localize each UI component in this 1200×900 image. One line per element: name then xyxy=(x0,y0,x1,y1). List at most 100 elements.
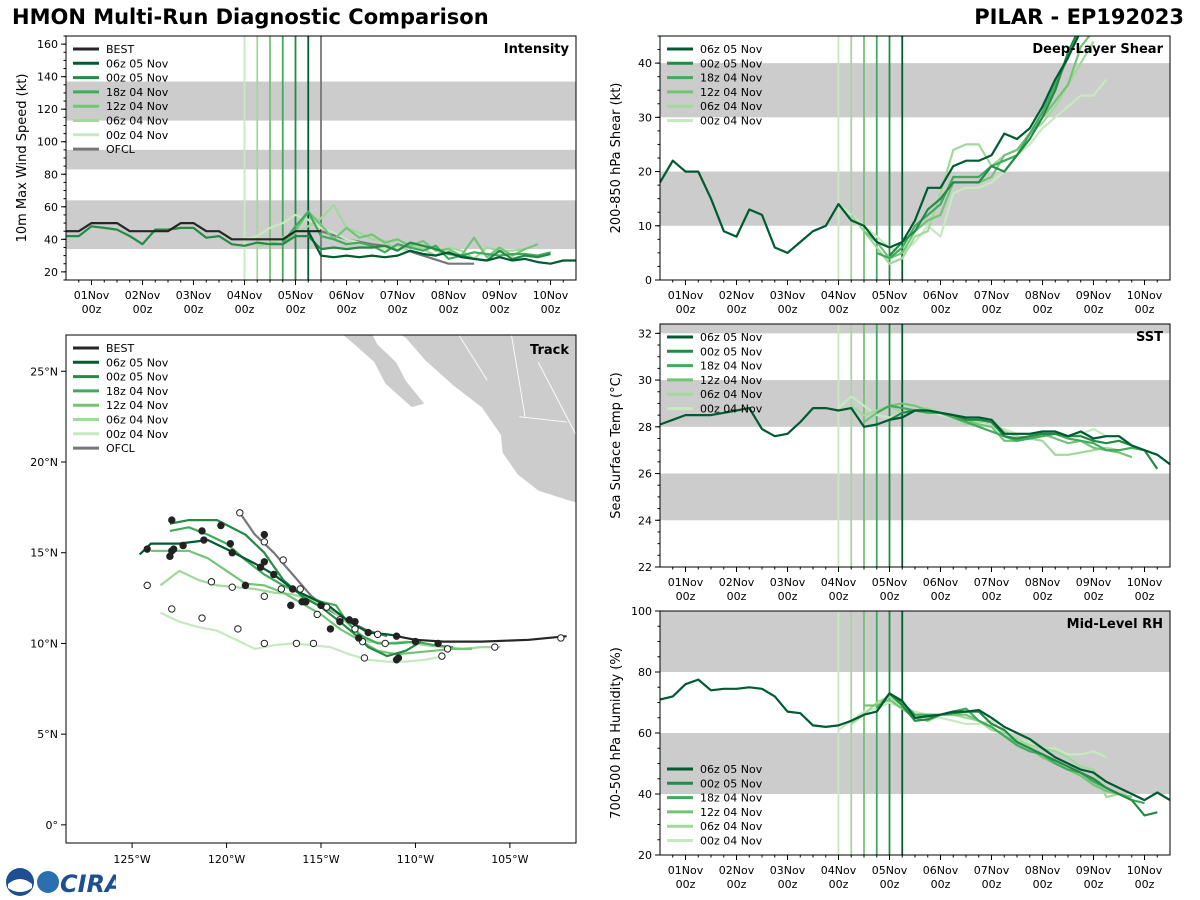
rh-xtick-label: 06Nov xyxy=(923,864,959,877)
track-point xyxy=(326,625,335,633)
shear-xtick-sub: 00z xyxy=(880,303,900,316)
sst-series-06z-05-nov xyxy=(660,407,1170,466)
track-point xyxy=(313,610,321,619)
shear-panel-title: Deep-Layer Shear xyxy=(1032,42,1163,57)
shear-xtick-sub: 00z xyxy=(676,303,696,316)
rh-xtick-sub: 00z xyxy=(1084,878,1104,891)
track-point xyxy=(260,530,269,539)
sst-legend-label: 00z 04 Nov xyxy=(700,403,763,416)
intensity-ytick-label: 20 xyxy=(44,266,58,279)
track-panel-title: Track xyxy=(530,343,569,358)
state-border xyxy=(458,335,488,381)
cira-logo: CIRA xyxy=(6,868,116,898)
track-point xyxy=(351,617,359,626)
rh-legend-label: 06z 05 Nov xyxy=(700,763,763,776)
track-legend-label: 18z 04 Nov xyxy=(106,385,169,398)
track-point xyxy=(168,605,176,613)
track-point xyxy=(279,556,287,564)
rh-xtick-label: 05Nov xyxy=(872,864,908,877)
intensity-xtick-sub: 00z xyxy=(286,303,306,316)
shear-xtick-sub: 00z xyxy=(1135,303,1155,316)
rh-xtick-sub: 00z xyxy=(931,878,951,891)
track-point xyxy=(198,527,206,535)
rh-legend-label: 00z 04 Nov xyxy=(700,835,763,848)
shear-xtick-sub: 00z xyxy=(982,303,1002,316)
shear-legend-label: 06z 05 Nov xyxy=(700,43,763,56)
intensity-xtick-label: 04Nov xyxy=(227,289,263,302)
intensity-xtick-sub: 00z xyxy=(541,303,561,316)
intensity-legend-label: 06z 04 Nov xyxy=(106,115,169,128)
track-point xyxy=(381,639,389,648)
shear-ytick-label: 10 xyxy=(638,220,652,233)
intensity-xtick-label: 03Nov xyxy=(176,289,212,302)
intensity-xtick-label: 01Nov xyxy=(74,289,110,302)
state-border xyxy=(519,416,567,423)
shear-xtick-label: 10Nov xyxy=(1127,289,1163,302)
shear-legend-label: 12z 04 Nov xyxy=(700,86,763,99)
rh-panel-title: Mid-Level RH xyxy=(1067,617,1163,632)
intensity-xtick-label: 08Nov xyxy=(431,289,467,302)
intensity-panel-title: Intensity xyxy=(504,42,570,57)
rh-xtick-label: 02Nov xyxy=(719,864,755,877)
shear-xtick-sub: 00z xyxy=(931,303,951,316)
track-legend-label: BEST xyxy=(106,342,134,355)
sst-xtick-sub: 00z xyxy=(676,590,696,603)
rh-legend-label: 00z 05 Nov xyxy=(700,777,763,790)
shear-xtick-label: 08Nov xyxy=(1025,289,1061,302)
track-legend-label: 06z 05 Nov xyxy=(106,356,169,369)
sst-xtick-label: 01Nov xyxy=(668,576,704,589)
track-point xyxy=(373,630,382,639)
sst-band-2 xyxy=(660,324,1170,334)
track-point xyxy=(260,639,269,648)
sst-xtick-sub: 00z xyxy=(1135,590,1155,603)
intensity-legend-label: BEST xyxy=(106,43,134,56)
track-point xyxy=(557,634,565,642)
shear-xtick-label: 04Nov xyxy=(821,289,857,302)
sst-legend-label: 18z 04 Nov xyxy=(700,360,763,373)
track-point xyxy=(168,516,176,524)
track-chart: 125°W 120°W 115°W 110°W 105°W 0° 5°N 10°N 15°N 20… xyxy=(30,334,577,866)
sst-xtick-label: 06Nov xyxy=(923,576,959,589)
rh-ytick-label: 80 xyxy=(638,666,652,679)
track-point xyxy=(256,563,265,571)
track-point xyxy=(491,643,499,651)
sst-plot-area xyxy=(660,324,1170,567)
track-series-12z-04-nov xyxy=(151,549,473,656)
sst-xtick-label: 09Nov xyxy=(1076,576,1112,589)
intensity-xtick-label: 06Nov xyxy=(329,289,365,302)
track-series-ofcl xyxy=(238,512,388,638)
sst-xtick-label: 08Nov xyxy=(1025,576,1061,589)
rh-ytick-label: 60 xyxy=(638,727,652,740)
shear-xtick-sub: 00z xyxy=(727,303,747,316)
track-ytick-label: 15°N xyxy=(30,547,58,560)
shear-ytick-label: 0 xyxy=(645,274,652,287)
shear-ytick-label: 20 xyxy=(638,166,652,179)
shear-series-18z-04-nov xyxy=(876,36,1080,260)
rh-series-18z-04-nov xyxy=(875,692,1145,805)
track-point xyxy=(228,583,236,591)
page-title: HMON Multi-Run Diagnostic Comparison xyxy=(12,5,489,29)
track-xtick-label: 115°W xyxy=(302,853,339,866)
shear-xtick-sub: 00z xyxy=(778,303,798,316)
intensity-legend-label: 18z 04 Nov xyxy=(106,86,169,99)
sst-xtick-label: 02Nov xyxy=(719,576,755,589)
shear-series-00z-05-nov xyxy=(888,36,1077,257)
csu-seal-icon xyxy=(37,871,59,893)
track-point xyxy=(309,639,318,648)
intensity-legend-label: 06z 05 Nov xyxy=(106,57,169,70)
shear-xtick-label: 09Nov xyxy=(1076,289,1112,302)
mexico-land xyxy=(399,335,576,504)
track-point xyxy=(336,617,344,626)
track-point xyxy=(292,639,301,648)
shear-xtick-label: 06Nov xyxy=(923,289,959,302)
shear-legend-label: 00z 05 Nov xyxy=(700,57,763,70)
track-point xyxy=(288,585,297,593)
track-point xyxy=(169,545,178,553)
shear-xtick-label: 05Nov xyxy=(872,289,908,302)
rh-xtick-sub: 00z xyxy=(1033,878,1053,891)
shear-xtick-sub: 00z xyxy=(1084,303,1104,316)
track-legend-label: 12z 04 Nov xyxy=(106,399,169,412)
intensity-plot-area xyxy=(66,36,576,280)
shear-series-06z-05-nov xyxy=(660,36,1080,254)
intensity-xtick-sub: 00z xyxy=(337,303,357,316)
